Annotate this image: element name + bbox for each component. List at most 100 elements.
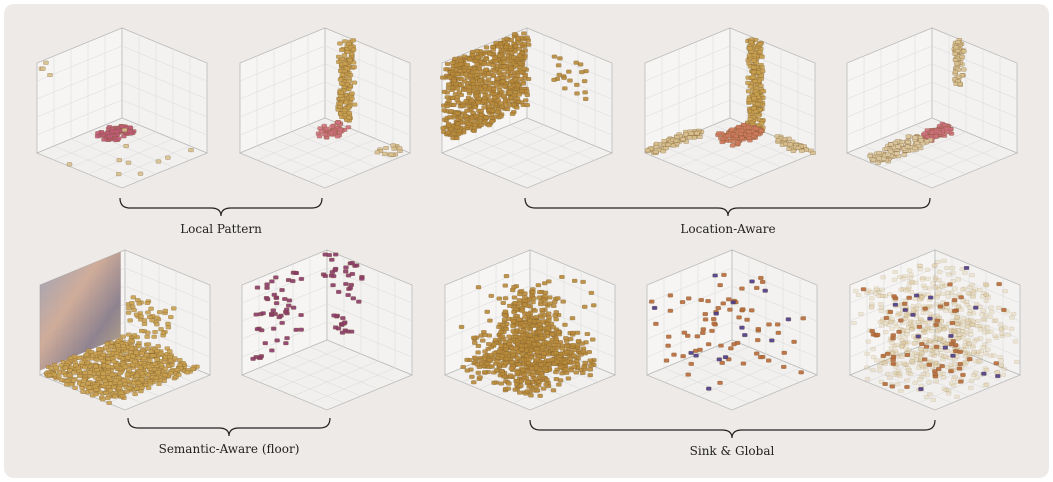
point [909,351,916,356]
point [938,348,944,353]
point [888,142,894,147]
point [298,313,304,317]
point [498,381,504,386]
point [293,327,299,332]
point [475,370,481,375]
point [537,393,543,398]
point [898,287,904,292]
point [561,75,567,80]
point [1008,326,1015,331]
point [440,126,446,131]
point [587,373,593,378]
point [940,375,947,380]
point [103,391,109,395]
point [742,333,748,338]
point [138,314,144,319]
point [147,381,154,386]
point [958,307,964,312]
point [298,276,305,281]
point [534,357,540,362]
point [485,77,492,82]
point [270,308,276,313]
point [999,331,1005,336]
point [465,121,472,126]
point [518,383,524,388]
point [760,89,767,94]
point [994,370,1000,375]
point [730,300,736,305]
point [883,330,889,335]
point [905,366,911,371]
point [471,335,477,340]
point [338,90,344,95]
point [332,268,338,273]
cube-grid-line [273,131,360,168]
point [876,156,882,161]
point [337,127,343,132]
point [928,295,934,300]
point [129,301,135,305]
point [120,334,126,339]
point [474,49,481,54]
point [492,337,499,342]
point [934,313,940,318]
point [174,367,181,372]
point [878,302,884,307]
point [924,139,930,144]
point [588,363,594,368]
point [137,361,144,365]
point [100,375,106,379]
point [885,371,891,376]
point [968,332,974,337]
cube-grid-line [492,131,579,168]
point [124,372,131,377]
point [335,120,341,125]
point [543,369,549,373]
point [171,306,177,311]
point [906,348,912,353]
point [454,111,461,116]
point [644,148,651,153]
point [965,324,971,329]
point [981,371,987,376]
point [104,130,110,135]
point [345,125,352,130]
point [653,149,659,154]
point [878,308,885,313]
point [651,305,658,310]
point [138,377,145,382]
point [942,345,948,350]
point [94,368,100,372]
point [660,149,666,154]
point [971,350,977,355]
point [932,340,938,345]
point [748,40,754,44]
point [334,134,341,139]
point [482,84,488,89]
point [924,326,930,331]
point [40,66,46,71]
point [965,338,971,343]
point [506,381,512,386]
point [514,73,521,78]
point [524,92,530,97]
cube-grid-line [239,99,326,136]
point [457,58,464,63]
point [945,294,951,299]
cube-grid-line [509,124,596,161]
point [262,341,268,346]
point [549,332,555,337]
point [116,158,122,163]
point [790,148,797,153]
point [904,332,910,337]
point [269,348,275,353]
cube-panels [35,27,1022,411]
point [48,366,54,370]
point [490,44,496,49]
point [952,357,958,362]
point [138,389,144,394]
cube-grid-line [458,145,545,182]
point [94,134,101,139]
point [969,282,975,287]
point [880,294,886,298]
